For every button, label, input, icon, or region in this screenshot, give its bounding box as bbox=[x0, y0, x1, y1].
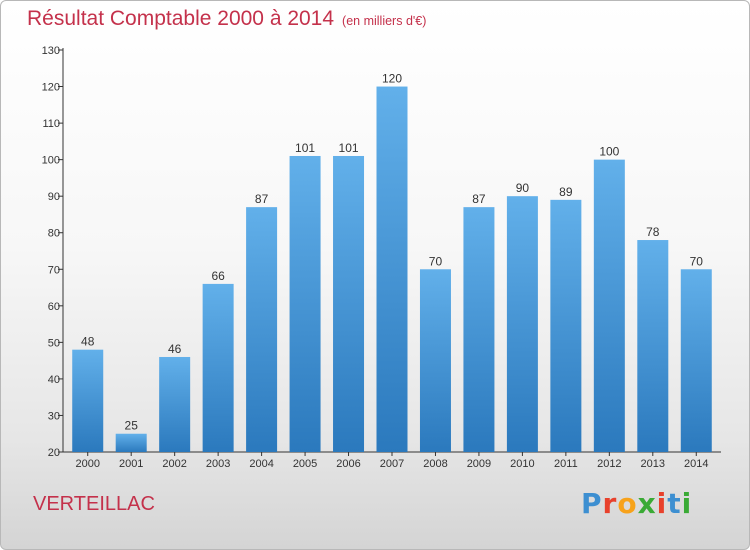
bar-value-label: 48 bbox=[81, 335, 95, 349]
x-tick-label: 2003 bbox=[206, 458, 230, 470]
x-tick-label: 2002 bbox=[162, 458, 186, 470]
bar bbox=[72, 349, 104, 452]
x-tick-label: 2000 bbox=[75, 458, 99, 470]
y-tick-label: 20 bbox=[48, 447, 60, 459]
bar-value-label: 101 bbox=[339, 141, 359, 155]
bar-value-label: 25 bbox=[125, 419, 139, 433]
y-tick-label: 30 bbox=[48, 410, 60, 422]
y-tick-label: 100 bbox=[42, 155, 60, 167]
bar-value-label: 87 bbox=[255, 192, 269, 206]
bar bbox=[680, 269, 712, 452]
logo-letter: i bbox=[656, 487, 668, 520]
bar bbox=[463, 207, 495, 452]
bar bbox=[289, 155, 321, 452]
bar bbox=[419, 269, 451, 452]
logo-letter: o bbox=[617, 487, 638, 520]
y-tick-label: 50 bbox=[48, 337, 60, 349]
bar-value-label: 66 bbox=[211, 269, 225, 283]
y-tick-label: 90 bbox=[48, 191, 60, 203]
bar-value-label: 78 bbox=[646, 225, 660, 239]
bar-value-label: 100 bbox=[599, 145, 619, 159]
bar bbox=[202, 283, 234, 452]
bar bbox=[333, 155, 365, 452]
bar bbox=[506, 196, 538, 452]
bar-value-label: 90 bbox=[516, 181, 530, 195]
chart-title-text: Résultat Comptable 2000 à 2014 bbox=[27, 7, 335, 30]
x-tick-label: 2012 bbox=[597, 458, 621, 470]
logo-letter: i bbox=[681, 487, 693, 520]
bar bbox=[550, 199, 582, 452]
x-tick-label: 2005 bbox=[293, 458, 317, 470]
bar bbox=[376, 86, 408, 452]
commune-name: VERTEILLAC bbox=[33, 493, 155, 515]
x-tick-label: 2001 bbox=[119, 458, 143, 470]
logo-letter: t bbox=[667, 487, 682, 520]
y-tick-label: 60 bbox=[48, 301, 60, 313]
bar bbox=[246, 207, 278, 452]
bar-value-label: 70 bbox=[429, 254, 443, 268]
bar-value-label: 46 bbox=[168, 342, 182, 356]
proxiti-logo: Proxiti bbox=[581, 487, 692, 520]
x-tick-label: 2009 bbox=[467, 458, 491, 470]
x-tick-label: 2006 bbox=[336, 458, 360, 470]
bar-value-label: 70 bbox=[690, 254, 704, 268]
y-tick-label: 70 bbox=[48, 264, 60, 276]
bar-value-label: 101 bbox=[295, 141, 315, 155]
y-tick-label: 130 bbox=[42, 45, 60, 57]
bar bbox=[159, 356, 191, 452]
x-tick-label: 2011 bbox=[554, 458, 578, 470]
y-tick-label: 80 bbox=[48, 228, 60, 240]
bar bbox=[115, 433, 147, 452]
bar bbox=[637, 240, 669, 452]
logo-letter: r bbox=[602, 487, 618, 520]
bar-value-label: 120 bbox=[382, 72, 402, 86]
bar-value-label: 89 bbox=[559, 185, 573, 199]
x-tick-label: 2004 bbox=[249, 458, 273, 470]
x-tick-label: 2007 bbox=[380, 458, 404, 470]
chart-unit: (en milliers d'€) bbox=[342, 14, 427, 28]
chart-title: Résultat Comptable 2000 à 2014 (en millie… bbox=[27, 7, 426, 31]
y-tick-label: 40 bbox=[48, 374, 60, 386]
logo-letter: x bbox=[637, 487, 657, 520]
x-tick-label: 2010 bbox=[510, 458, 534, 470]
bar-value-label: 87 bbox=[472, 192, 486, 206]
y-tick-label: 110 bbox=[42, 118, 60, 130]
x-tick-label: 2008 bbox=[423, 458, 447, 470]
x-tick-label: 2013 bbox=[641, 458, 665, 470]
logo-letter: P bbox=[581, 487, 603, 520]
x-tick-label: 2014 bbox=[684, 458, 708, 470]
chart-bars: 48 25 46 66 87 101 101 120 70 87 90 89 100 78 70 bbox=[72, 72, 712, 453]
bar bbox=[593, 159, 625, 453]
y-tick-label: 120 bbox=[42, 82, 60, 94]
